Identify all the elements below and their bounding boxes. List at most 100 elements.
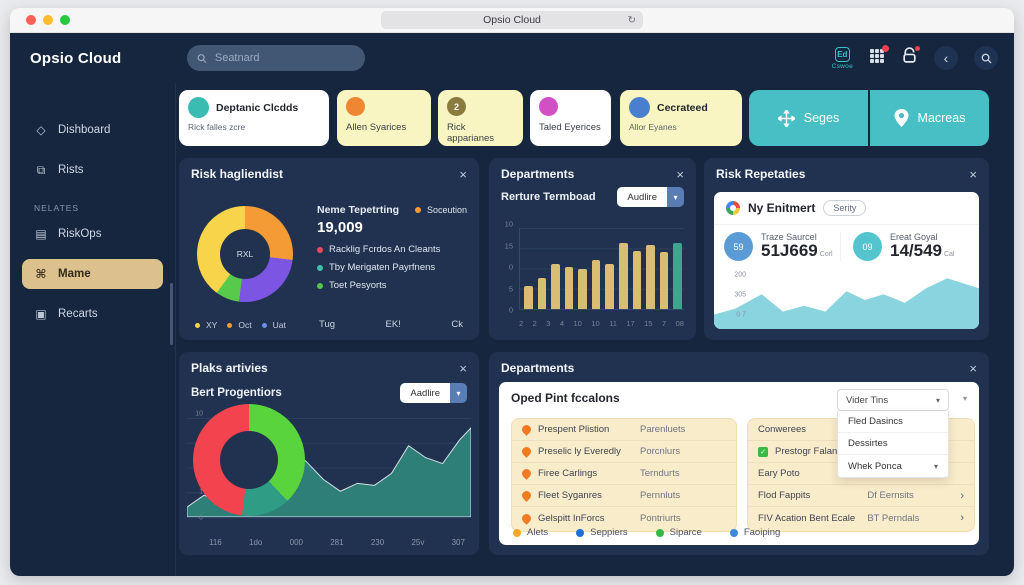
risk-hagliendist-card: Risk hagliendist × RXL Neme Tepetrting S… [179,158,479,340]
stat-card-title: Allen Syarices [346,122,407,133]
chevron-down-icon[interactable]: ▾ [962,394,967,403]
bar [524,286,533,309]
sidebar-item-recarts[interactable]: ▣ Recarts [22,299,163,329]
search-button[interactable] [974,46,998,70]
sidebar-section-label: NELATES [34,203,80,213]
x-axis-labels: 116 1do 000 281 230 25v 307 [209,538,465,547]
row-name: Gelspitt InForcs [538,512,605,524]
close-icon[interactable]: × [676,166,684,182]
plaks-artivies-card: Plaks artivies × Bert Progentiors Aadlir… [179,352,479,555]
notification-badge [915,46,920,51]
table-row[interactable]: Gelspitt InForcs Pontriurts [512,507,736,529]
close-icon[interactable]: × [459,360,467,376]
brand-name: Ny Enitmert [748,201,816,215]
row-value: Terndurts [640,468,680,479]
table-row[interactable]: FIV Acation Bent Ecale BT Perndals › [748,507,974,529]
sidebar-scrollbar[interactable] [170,283,173,345]
stat-card-icon: 2 [447,97,466,116]
lock-icon[interactable] [901,46,920,69]
audlire-dropdown[interactable]: Audlire ▾ [617,187,684,207]
sidebar-item-rists[interactable]: ⧉ Rists [22,155,163,185]
dropdown-option[interactable]: Dessirtes [838,433,948,455]
table-row[interactable]: Firee Carlings Terndurts [512,463,736,485]
table-row[interactable]: Fleet Syganres Pernnluts [512,485,736,507]
translate-icon[interactable]: Ed Cswoe [832,46,853,70]
risk-stats: Neme Tepetrting Soceution 19,009 Racklig… [317,204,467,291]
apps-grid-icon[interactable] [869,44,889,69]
sidebar-item-label: RiskOps [58,228,102,240]
flame-icon [520,511,533,525]
maximize-window-button[interactable] [60,15,70,25]
sidebar-item-label: Recarts [58,308,98,320]
macreas-button[interactable]: Macreas [870,90,989,146]
app-window: Opsio Cloud ↻ Opsio Cloud Ed Cswoe [10,8,1014,576]
footer-label: EK! [385,319,401,330]
bar [605,264,615,309]
dropdown-option[interactable]: Fled Dasincs [838,411,948,433]
footer-labels: Tug EK! Ck [319,319,463,330]
stat-card-5[interactable]: Cecrateed Allor Eyanes [620,90,742,146]
stat-card-1[interactable]: Deptanic Clcdds Rick falles zcre [179,90,329,146]
stat-card-2[interactable]: Allen Syarices [337,90,431,146]
sidebar-item-dishboard[interactable]: ◇ Dishboard [22,115,163,145]
panel-heading: Oped Pint fccalons [511,391,620,405]
close-icon[interactable]: × [969,360,977,376]
row-name: Fleet Syganres [538,490,602,501]
notification-badge [882,44,889,52]
chart-subtitle: Rerture Termboad [501,191,596,203]
sidebar-item-mame[interactable]: ⌘ Mame [22,259,163,289]
table-row[interactable]: Eary Poto [748,463,974,485]
card-title: Risk hagliendist [191,167,284,181]
back-button[interactable]: ‹ [934,46,958,70]
bar [551,264,560,309]
pinwheel-icon [726,201,740,215]
dropdown-option[interactable]: Whek Ponca ▾ [848,460,938,472]
row-name: Prespent Plistion [538,424,610,435]
search-icon [197,53,207,63]
card-title: Plaks artivies [191,361,268,375]
seges-label: Seges [803,111,840,125]
search-icon [981,53,992,64]
chevron-down-icon: ▾ [935,395,940,405]
chevron-right-icon: › [960,512,964,524]
legend-item: Faoiping [729,527,780,538]
departments-chart-card: Departments × Rerture Termboad Audlire ▾… [489,158,696,340]
search-bar[interactable] [187,45,365,71]
row-value: Df Eernsits [867,490,914,501]
reload-icon[interactable]: ↻ [627,14,636,26]
vider-tins-dropdown[interactable]: Vider Tins ▾ [837,389,949,411]
stat-card-3[interactable]: 2 Rick apparianes [438,90,523,146]
legend-item: Siparce [655,527,702,538]
dishboard-icon: ◇ [36,123,46,137]
stat-card-title: Taled Eyerices [539,122,601,133]
search-input[interactable] [212,51,355,65]
flame-icon [520,467,533,480]
aadlire-dropdown[interactable]: Aadlire ▾ [400,383,467,403]
stat-label: Neme Tepetrting [317,204,400,216]
close-icon[interactable]: × [459,166,467,182]
bar [537,278,547,309]
macos-titlebar: Opsio Cloud ↻ [10,8,1014,33]
minimize-window-button[interactable] [43,15,53,25]
stat-card-subtitle: Rick falles zcre [188,122,246,132]
sidebar-item-riskops[interactable]: ▤ RiskOps [22,219,163,249]
stat-card-icon [346,97,365,116]
chevron-down-icon: ▾ [933,461,938,471]
bar [659,252,669,309]
chart-subtitle: Bert Progentiors [191,387,282,399]
mame-icon: ⌘ [35,267,47,281]
close-window-button[interactable] [26,15,36,25]
seges-button[interactable]: Seges [749,90,868,146]
table-row[interactable]: Prespent Plistion Parenluets [512,419,736,441]
table-row[interactable]: Flod Fappits Df Eernsits › [748,485,974,507]
table-row[interactable]: Preselic ly Everedly Porcnlurs [512,441,736,463]
stat-card-4[interactable]: Taled Eyerices [530,90,611,146]
stat-card-title: Cecrateed [657,101,708,114]
row-name: FIV Acation Bent Ecale [758,512,856,524]
close-icon[interactable]: × [969,166,977,182]
flame-icon [520,445,533,458]
browser-tab[interactable]: Opsio Cloud ↻ [381,11,643,29]
x-axis-labels: 2 2 3 4 10 10 11 17 15 7 08 [519,319,684,328]
serity-badge[interactable]: Serity [823,200,867,216]
